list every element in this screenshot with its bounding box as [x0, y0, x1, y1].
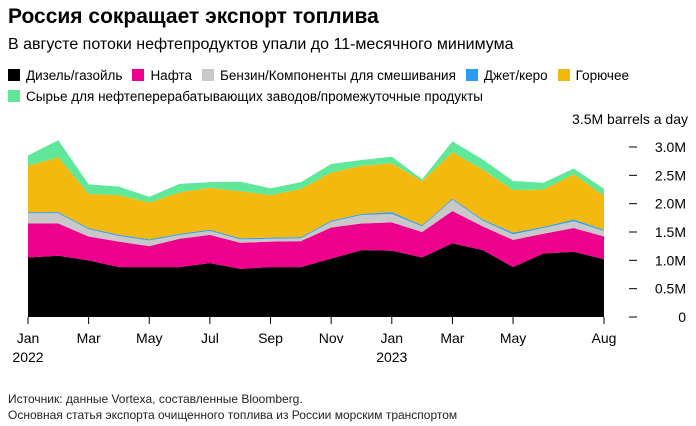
chart-subtitle: В августе потоки нефтепродуктов упали до…: [8, 36, 514, 53]
y-tick-label: 1.5M: [655, 224, 686, 240]
legend-item: Дизель/газойль: [8, 65, 122, 86]
chart-legend: Дизель/газойль Нафта Бензин/Компоненты для…: [8, 65, 688, 107]
legend-swatch: [557, 69, 570, 81]
legend-label: Бензин/Компоненты для смешивания: [220, 68, 456, 83]
y-tick-label: 1.0M: [655, 252, 686, 268]
area-series-1: [28, 243, 604, 317]
x-tick-label: May: [500, 330, 526, 346]
chart-footer: Источник: данные Vortexa, составленные B…: [8, 391, 457, 423]
area-series-5: [28, 152, 604, 240]
x-tick-label: Nov: [319, 330, 344, 346]
area-series-6: [28, 140, 604, 203]
source-note: Источник: данные Vortexa, составленные B…: [8, 392, 303, 406]
legend-swatch: [202, 69, 215, 81]
legend-item: Сырье для нефтеперерабатывающих заводов/…: [8, 86, 483, 107]
legend-item: Бензин/Компоненты для смешивания: [202, 65, 456, 86]
legend-swatch: [8, 90, 20, 102]
legend-item: Джет/керо: [465, 65, 548, 86]
x-tick-label: Jul: [201, 330, 219, 346]
x-tick-label: Jan: [381, 330, 404, 346]
y-tick-label: 0.5M: [655, 281, 686, 297]
legend-label: Горючее: [575, 68, 629, 83]
x-tick-label: Aug: [592, 330, 617, 346]
x-tick-label: May: [136, 330, 162, 346]
y-tick-label: 3.0M: [655, 139, 686, 155]
legend-item: Горючее: [557, 65, 629, 86]
stacked-area-chart: Jan 2022 Mar May Jul Sep Nov Jan 2023 Mar May Aug 0 0…: [12, 139, 686, 365]
legend-label: Сырье для нефтеперерабатывающих заводов/…: [26, 89, 483, 104]
x-tick-label: Mar: [440, 330, 464, 346]
x-tick-label: Mar: [77, 330, 101, 346]
y-tick-label: 2.5M: [655, 167, 686, 183]
legend-label: Нафта: [150, 68, 193, 83]
legend-swatch: [8, 69, 20, 81]
legend-swatch: [465, 69, 478, 81]
chart-title: Россия сокращает экспорт топлива: [8, 5, 379, 28]
x-tick-year-label: 2022: [12, 349, 43, 365]
y-tick-label: 2.0M: [655, 196, 686, 212]
x-tick-year-label: 2023: [376, 349, 407, 365]
y-tick-label: 0: [678, 309, 686, 325]
legend-label: Дизель/газойль: [26, 68, 123, 83]
footnote: Основная статья экспорта очищенного топл…: [8, 408, 458, 422]
legend-label: Джет/керо: [483, 68, 548, 83]
x-tick-label: Sep: [258, 330, 283, 346]
unit-label: 3.5M barrels a day: [572, 111, 688, 127]
area-series-3: [28, 199, 604, 247]
legend-item: Нафта: [132, 65, 192, 86]
x-tick-label: Jan: [17, 330, 40, 346]
legend-swatch: [132, 69, 145, 81]
area-series-2: [28, 211, 604, 269]
